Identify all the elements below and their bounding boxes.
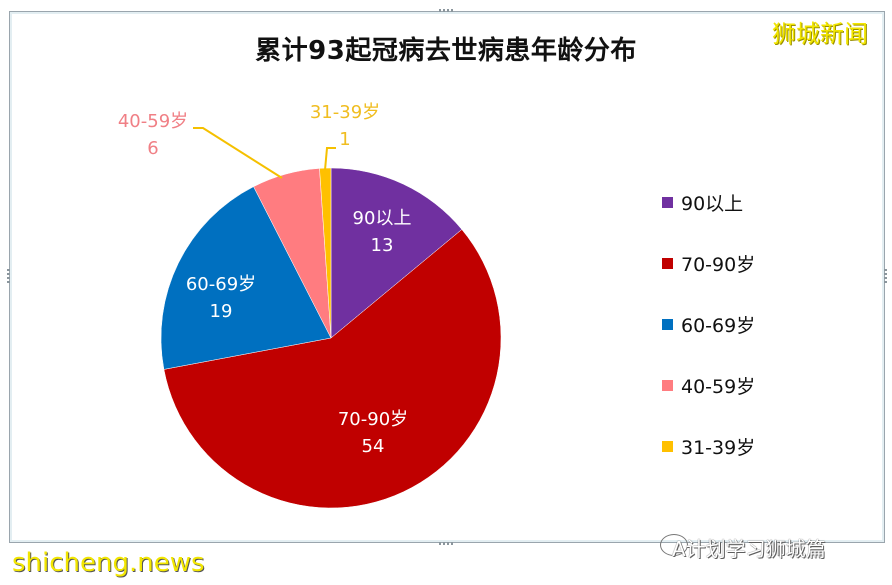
resize-handle-right[interactable]	[884, 269, 887, 285]
pie-slice-0	[330, 167, 463, 339]
watermark-top-right: 狮城新闻	[772, 20, 868, 48]
data-label-40-59: 40-59岁 6	[117, 111, 189, 159]
pie-slice-2	[160, 186, 332, 370]
legend-swatch	[662, 380, 673, 391]
legend-swatch	[662, 197, 673, 208]
data-label-31-39: 31-39岁 1	[309, 102, 381, 150]
data-label-90plus: 90以上 13	[352, 208, 412, 256]
legend-item-31-39: 31-39岁	[662, 416, 755, 477]
pie-slice-1	[163, 229, 502, 509]
legend-swatch	[662, 258, 673, 269]
resize-handle-left[interactable]	[7, 269, 10, 285]
resize-handle-bottom[interactable]	[439, 542, 455, 545]
legend-item-40-59: 40-59岁	[662, 355, 755, 416]
chart-title: 累计93起冠病去世病患年龄分布	[255, 36, 637, 66]
legend-item-60-69: 60-69岁	[662, 294, 755, 355]
legend-item-90plus: 90以上	[662, 172, 755, 233]
leader-line-31-39	[324, 147, 336, 171]
legend-item-70-90: 70-90岁	[662, 233, 755, 294]
legend-swatch	[662, 319, 673, 330]
data-label-70-90: 70-90岁 54	[337, 409, 409, 457]
resize-handle-top[interactable]	[439, 9, 455, 12]
legend: 90以上 70-90岁 60-69岁 40-59岁 31-39岁	[662, 172, 755, 477]
watermark-bottom-left: shicheng.news	[12, 548, 205, 578]
data-label-60-69: 60-69岁 19	[185, 274, 257, 322]
wechat-icon	[660, 534, 688, 556]
watermark-bottom-right: A计划学习狮城篇	[672, 537, 826, 561]
legend-swatch	[662, 441, 673, 452]
leader-line-40-59	[193, 127, 283, 179]
